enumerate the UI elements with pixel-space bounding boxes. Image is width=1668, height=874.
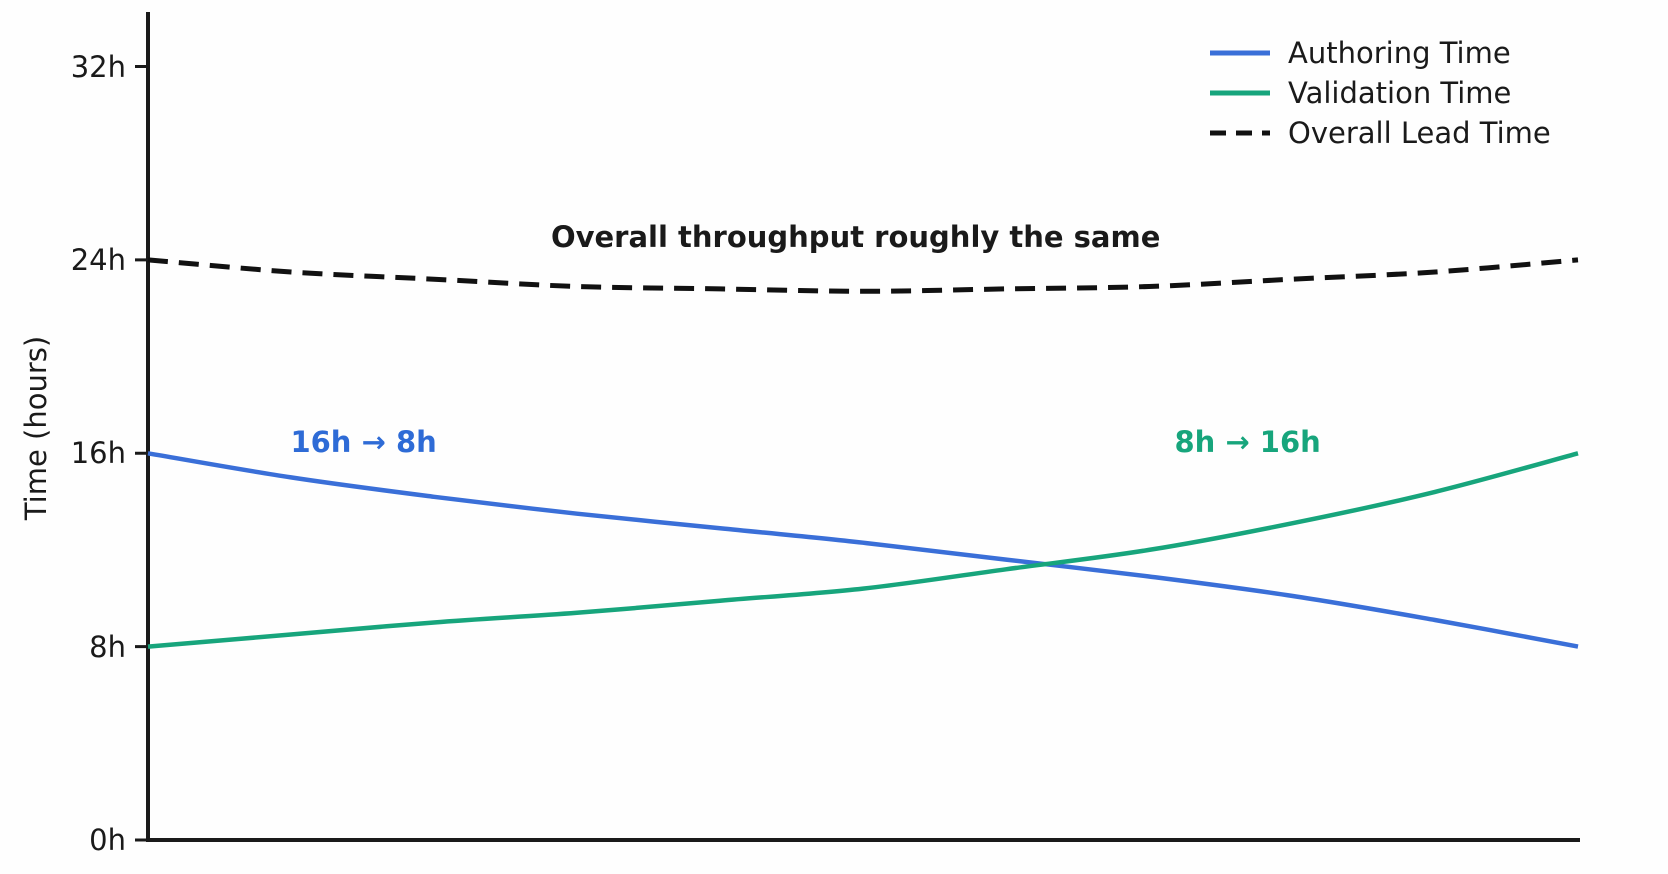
annotation-validation-change: 8h → 16h (1174, 425, 1321, 460)
overall-lead-time-dashed-swatch (1210, 130, 1270, 136)
legend-label-validation-time: Validation Time (1288, 76, 1512, 110)
legend-label-overall-lead-time: Overall Lead Time (1288, 116, 1551, 150)
legend: Authoring Time Validation Time Overall L… (1210, 33, 1551, 153)
annotation-authoring-change: 16h → 8h (290, 425, 437, 460)
legend-entry-overall-lead-time: Overall Lead Time (1210, 113, 1551, 153)
y-tick-label: 8h (89, 629, 126, 664)
y-tick-label: 16h (70, 436, 126, 471)
overall-lead-time-line (147, 257, 1579, 294)
legend-entry-validation-time: Validation Time (1210, 73, 1551, 113)
validation-time-line (147, 451, 1579, 649)
annotation-overall-throughput: Overall throughput roughly the same (550, 219, 1161, 254)
legend-entry-authoring-time: Authoring Time (1210, 33, 1551, 73)
y-tick-label: 24h (70, 242, 126, 277)
y-tick-label: 0h (89, 823, 126, 857)
authoring-time-line (147, 451, 1579, 649)
y-tick-label: 32h (70, 49, 126, 84)
y-axis-label: Time (hours) (19, 335, 53, 521)
legend-label-authoring-time: Authoring Time (1288, 36, 1511, 70)
authoring-time-line-swatch (1210, 50, 1270, 56)
validation-time-line-swatch (1210, 90, 1270, 96)
